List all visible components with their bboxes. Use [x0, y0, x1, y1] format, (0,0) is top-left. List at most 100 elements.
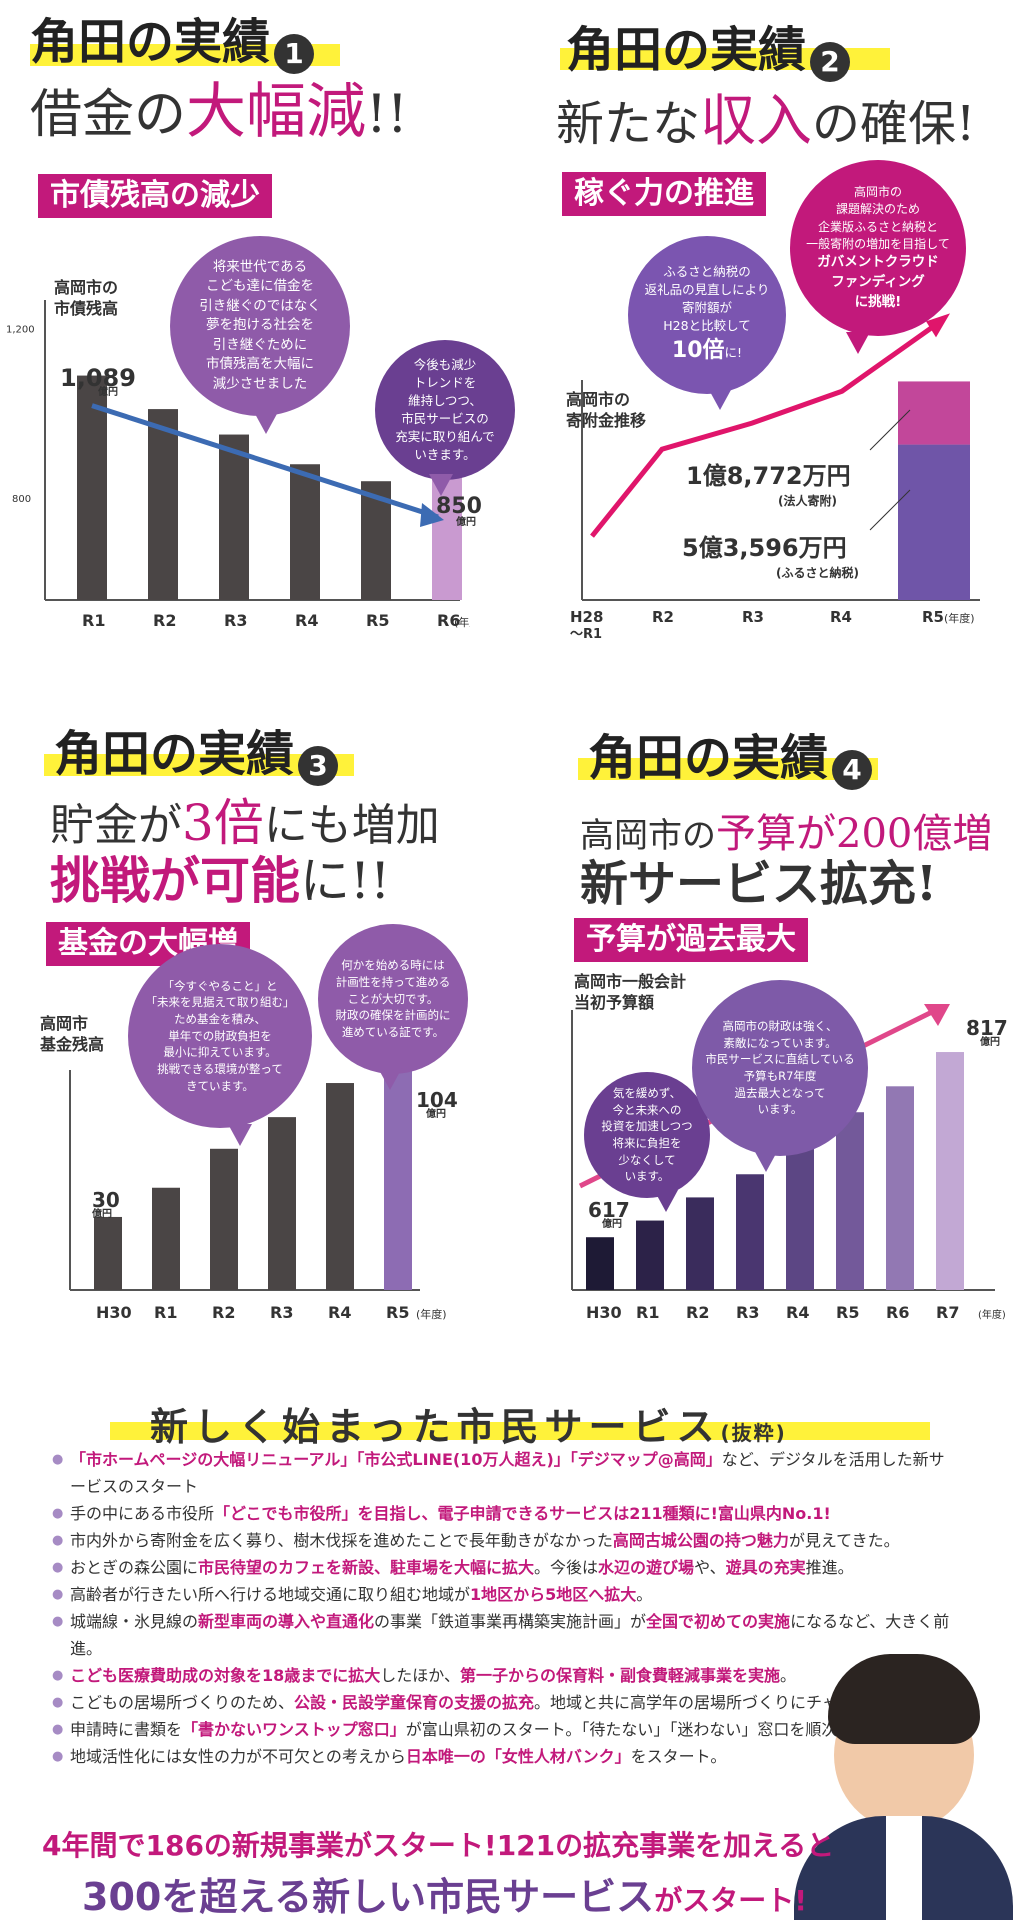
chart1-title: 高岡市の 市債残高: [54, 278, 119, 318]
bar-corporate: [898, 381, 970, 445]
chart2-bubble-b: 高岡市の 課題解決のため 企業版ふるさと納税と 一般寄附の増加を目指して ガバメ…: [790, 160, 966, 354]
service-text: 推進。: [805, 1558, 854, 1577]
service-text: 市民待望のカフェを新設、駐車場を大幅に拡大: [198, 1558, 535, 1577]
chart1-bubble-small: 今後も減少 トレンドを 維持しつつ、 市民サービスの 充実に取り組んで いきます…: [375, 340, 515, 496]
section4-title-a: 高岡市の予算が200億増: [580, 811, 993, 857]
x-tick-label: R3: [270, 1303, 293, 1322]
service-item: 手の中にある市役所「どこでも市役所」を目指し、電子申請できるサービスは211種類…: [52, 1500, 952, 1527]
service-text: こども医療費助成の対象を18歳までに拡大: [70, 1666, 381, 1685]
x-tick-label: R1: [636, 1303, 659, 1322]
chart2-bubble-a: ふるさと納税の 返礼品の見直しにより 寄附額が H28と比較して 10倍に!: [628, 236, 786, 410]
service-text: デジタルを活用した新サービスのスタート: [70, 1450, 945, 1496]
highlight: [30, 44, 340, 66]
chart3-bubble-a: 「今すぐやること」と 「未来を見据えて取り組む」 ため基金を積み、 単年での財政…: [128, 944, 312, 1146]
service-text: 日本唯一の「女性人材バンク」: [405, 1747, 631, 1766]
section4-tag: 予算が過去最大: [574, 918, 808, 962]
service-text: 第一子からの保育料・副食費軽減事業を実施: [459, 1666, 780, 1685]
bar: [326, 1083, 354, 1290]
service-text: 「市ホームページの大幅リニューアル」「市公式LINE(10万人超え)」「デジマッ…: [70, 1450, 722, 1469]
x-tick-label: 〜R1: [570, 627, 602, 640]
chart2-corp-value: 1億8,772万円: [686, 462, 851, 490]
bar: [586, 1237, 614, 1290]
service-text: が見えてきた。: [788, 1531, 900, 1550]
service-item: 市内外から寄附金を広く募り、樹木伐採を進めたことで長年動きがなかった高岡古城公園…: [52, 1527, 952, 1554]
x-tick-label: R1: [82, 611, 105, 630]
service-text: したほか、: [380, 1666, 460, 1685]
chart3-last-value: 104 億円: [416, 1088, 458, 1120]
chart4-bubble-a: 気を緩めず、 今と未来への 投資を加速しつつ 将来に負担を 少なくして います。: [584, 1072, 710, 1212]
bar: [268, 1117, 296, 1290]
chart2-furusato-label: (ふるさと納税): [776, 566, 859, 580]
section2-title: 新たな収入の確保!: [556, 89, 976, 154]
bar: [148, 409, 178, 600]
service-text: 新型車両の導入や直通化: [198, 1612, 375, 1631]
service-text: 。今後は: [534, 1558, 599, 1577]
service-text: 。: [636, 1585, 653, 1604]
bar: [936, 1052, 964, 1290]
bar: [432, 476, 462, 600]
service-text: や、: [694, 1558, 726, 1577]
politician-photo: [794, 1640, 1013, 1920]
services-list: 「市ホームページの大幅リニューアル」「市公式LINE(10万人超え)」「デジマッ…: [52, 1446, 952, 1770]
service-text: 。地域と共に高学年の居場所づくりにチャレンジ中。: [534, 1693, 918, 1712]
service-text: こどもの居場所づくりのため、: [70, 1693, 295, 1712]
x-tick-label: R5: [836, 1303, 859, 1322]
x-tick-label: R1: [154, 1303, 177, 1322]
chart2-corp-label: (法人寄附): [778, 494, 837, 508]
service-text: 地域活性化には女性の力が不可欠との考えから: [70, 1747, 406, 1766]
chart4-last-value: 817 億円: [966, 1016, 1008, 1048]
x-tick-label: R2: [686, 1303, 709, 1322]
service-text: が富山県初のスタート。「待たない」「迷わない」窓口を順次スタート。: [405, 1720, 918, 1739]
chart1-first-value: 1,089 億円: [60, 364, 136, 398]
chart4: H30 R1 R2 R3 R4 R5 R6 R7 (年度): [571, 1004, 1006, 1322]
service-item: おとぎの森公園に市民待望のカフェを新設、駐車場を大幅に拡大。今後は水辺の遊び場や…: [52, 1554, 952, 1581]
highlight: [44, 754, 354, 776]
x-tick-label: R4: [830, 608, 852, 626]
trend-arrowhead: [420, 502, 444, 527]
x-tick-label: R3: [742, 608, 764, 626]
bar: [636, 1220, 664, 1290]
x-tick-label: H30: [96, 1303, 132, 1322]
x-tick-label: R3: [736, 1303, 759, 1322]
service-text: 全国で初めての実施: [646, 1612, 791, 1631]
year-unit: (年度): [978, 1308, 1006, 1321]
section4-title-b: 新サービス拡充!: [580, 856, 938, 912]
section3-heading: 角田の実績 3: [54, 730, 339, 786]
service-text: 手の中にある市役所: [70, 1504, 215, 1523]
trend-arrow: [91, 403, 439, 520]
highlight: [578, 758, 878, 780]
x-tick-label: R4: [328, 1303, 351, 1322]
service-item: 高齢者が行きたい所へ行ける地域交通に取り組む地域が1地区から5地区へ拡大。: [52, 1581, 952, 1608]
highlight: [560, 48, 890, 70]
bar: [886, 1086, 914, 1290]
bar: [836, 1112, 864, 1290]
x-tick-label: R6: [437, 611, 460, 630]
chart1-bubble-big: 将来世代である こども達に借金を 引き継ぐのではなく 夢を抱ける社会を 引き継ぐ…: [170, 236, 350, 434]
leader-line: [869, 409, 911, 451]
service-text: 「書かないワンストップ窓口」: [182, 1720, 406, 1739]
bottom-line2: 300を超える新しい市民サービスがスタート!: [82, 1875, 807, 1919]
chart1: 1,200 800 R1 R2 R3 R4 R5 R6(年度): [6, 300, 470, 630]
bar: [686, 1197, 714, 1290]
service-text: など、: [721, 1450, 769, 1469]
highlight: [110, 1422, 930, 1440]
x-tick-label: R4: [786, 1303, 809, 1322]
bar: [219, 434, 249, 600]
x-tick-label: H30: [586, 1303, 622, 1322]
trend-arrowhead: [924, 1004, 950, 1026]
bar: [290, 464, 320, 600]
year-unit: (年度): [944, 611, 975, 625]
trend-arrowhead: [926, 313, 950, 338]
service-text: 高岡古城公園の持つ魅力: [612, 1531, 789, 1550]
service-item: 地域活性化には女性の力が不可欠との考えから日本唯一の「女性人材バンク」をスタート…: [52, 1743, 952, 1770]
x-tick-label: R7: [936, 1303, 959, 1322]
service-text: をスタート。: [630, 1747, 727, 1766]
service-item: 「市ホームページの大幅リニューアル」「市公式LINE(10万人超え)」「デジマッ…: [52, 1446, 952, 1500]
x-tick-label: R4: [295, 611, 318, 630]
service-text: 1地区から5地区へ拡大: [470, 1585, 637, 1604]
services-title: 新しく始まった市民サービス(抜粋): [150, 1405, 787, 1449]
y-tick-label: 800: [12, 494, 31, 505]
section2-heading: 角田の実績 2: [566, 26, 851, 82]
service-text: 高齢者が行きたい所へ行ける地域交通に取り組む地域が: [70, 1585, 471, 1604]
x-tick-label: R3: [224, 611, 247, 630]
